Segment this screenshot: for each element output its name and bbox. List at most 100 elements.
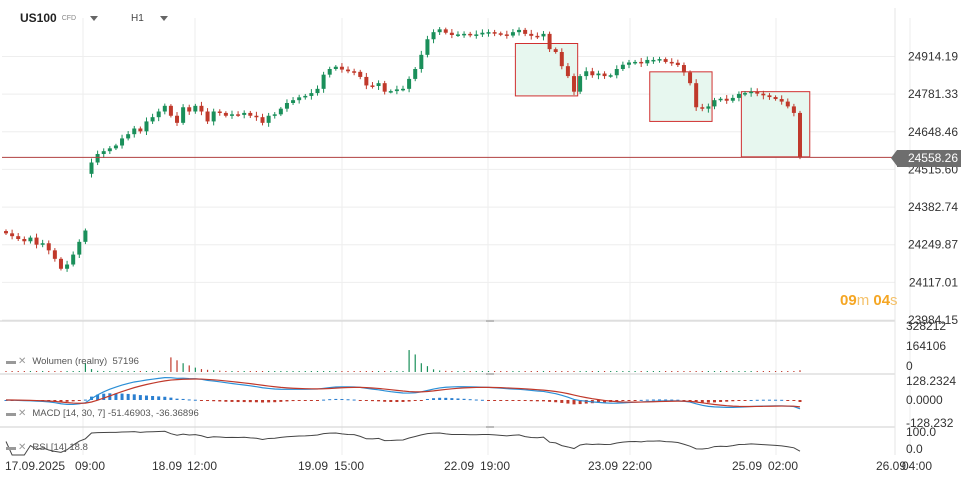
- candle-body: [431, 32, 436, 40]
- candle-body: [706, 106, 711, 109]
- candle-body: [52, 250, 57, 259]
- macd-histogram-bar: [401, 400, 405, 402]
- macd-label-row: ▬✕ MACD [14, 30, 7] -51.46903, -36.36896: [6, 408, 199, 419]
- indicator-settings-icon[interactable]: ▬✕: [6, 442, 29, 453]
- candle-body: [749, 91, 754, 94]
- candle-body: [291, 100, 296, 104]
- macd-histogram-bar: [517, 400, 521, 402]
- macd-histogram-bar: [151, 395, 155, 401]
- macd-histogram-bar: [719, 400, 723, 402]
- macd-histogram-bar: [59, 400, 63, 402]
- macd-histogram-bar: [621, 400, 625, 402]
- macd-tick-label: 0.0000: [906, 393, 943, 407]
- candle-body: [28, 237, 33, 242]
- macd-histogram-bar: [181, 398, 185, 401]
- candle-body: [553, 49, 558, 53]
- macd-line: [5, 377, 801, 410]
- candle-body: [77, 241, 82, 255]
- macd-histogram-bar: [755, 399, 759, 401]
- macd-histogram-bar: [199, 400, 203, 402]
- candle-body: [535, 35, 540, 38]
- macd-histogram-bar: [572, 400, 576, 405]
- macd-histogram-bar: [541, 400, 545, 402]
- candle-body: [565, 66, 570, 77]
- candle-body: [681, 65, 686, 73]
- symbol-dropdown-icon[interactable]: [90, 16, 99, 21]
- candle-body: [382, 83, 387, 92]
- y-tick-label: 24648.46: [908, 125, 958, 139]
- candle-body: [700, 107, 705, 109]
- signal-line: [5, 378, 801, 408]
- candle-body: [278, 108, 283, 115]
- candle-body: [394, 89, 399, 92]
- candle-body: [462, 33, 467, 36]
- macd-histogram-bar: [743, 400, 747, 402]
- candle-body: [297, 97, 302, 101]
- macd-histogram-bar: [419, 400, 423, 402]
- macd-histogram-bar: [548, 400, 552, 402]
- macd-histogram-bar: [138, 395, 142, 401]
- macd-histogram-bar: [474, 399, 478, 401]
- indicator-settings-icon[interactable]: ▬✕: [6, 408, 29, 419]
- macd-histogram-bar: [340, 399, 344, 401]
- macd-histogram-bar: [694, 400, 698, 402]
- macd-histogram-bar: [285, 400, 289, 402]
- candle-body: [260, 117, 265, 123]
- macd-histogram-bar: [505, 400, 509, 402]
- candle-body: [584, 71, 589, 77]
- macd-histogram-bar: [749, 399, 753, 401]
- macd-histogram-bar: [639, 399, 643, 401]
- macd-histogram-bar: [676, 399, 680, 401]
- candle-body: [767, 95, 772, 98]
- macd-histogram-bar: [493, 400, 497, 402]
- macd-histogram-bar: [664, 399, 668, 401]
- candle-body: [193, 105, 198, 112]
- y-tick-label: 24117.01: [909, 275, 958, 289]
- timeframe-dropdown-icon[interactable]: [159, 16, 168, 21]
- macd-tick-label: 128.2324: [906, 374, 956, 388]
- y-tick-label: 24249.87: [908, 238, 958, 252]
- candle-body: [40, 243, 45, 245]
- macd-histogram-bar: [370, 400, 374, 402]
- macd-histogram-bar: [560, 400, 564, 403]
- candle-body: [620, 64, 625, 70]
- candle-body: [254, 115, 259, 118]
- candle-body: [358, 71, 363, 77]
- macd-histogram-bar: [712, 400, 716, 403]
- candle-body: [743, 93, 748, 95]
- macd-histogram-bar: [242, 400, 246, 403]
- rsi-tick-label: 0.0: [906, 442, 923, 456]
- candle-body: [107, 148, 112, 152]
- candle-body: [150, 117, 155, 122]
- candle-body: [10, 233, 15, 237]
- macd-histogram-bar: [291, 400, 295, 402]
- macd-histogram-bar: [236, 400, 240, 403]
- volume-tick-label: 164106: [906, 339, 946, 353]
- candle-body: [712, 100, 717, 107]
- countdown-minutes: 09: [840, 292, 857, 309]
- macd-histogram-bar: [126, 393, 130, 401]
- macd-histogram-bar: [566, 400, 570, 404]
- candle-body: [578, 76, 583, 92]
- macd-histogram-bar: [187, 399, 191, 401]
- candle-body: [126, 134, 131, 139]
- x-tick-label: 09:00: [75, 459, 105, 473]
- candle-body: [272, 114, 277, 116]
- candle-body: [321, 74, 326, 89]
- timeframe-selector[interactable]: H1: [131, 8, 168, 28]
- symbol-selector[interactable]: US100 CFD: [20, 8, 99, 28]
- macd-histogram-bar: [132, 394, 136, 401]
- candle-body: [449, 32, 454, 36]
- candle-body: [510, 32, 515, 36]
- x-tick-label: 22.09: [444, 459, 474, 473]
- candle-body: [217, 111, 222, 114]
- macd-histogram-bar: [700, 400, 704, 403]
- x-tick-label: 15:00: [334, 459, 364, 473]
- indicator-settings-icon[interactable]: ▬✕: [6, 356, 29, 367]
- macd-histogram-bar: [102, 393, 106, 401]
- candle-body: [639, 61, 644, 64]
- candle-countdown: 09m 04s: [840, 292, 898, 309]
- candle-body: [199, 105, 204, 112]
